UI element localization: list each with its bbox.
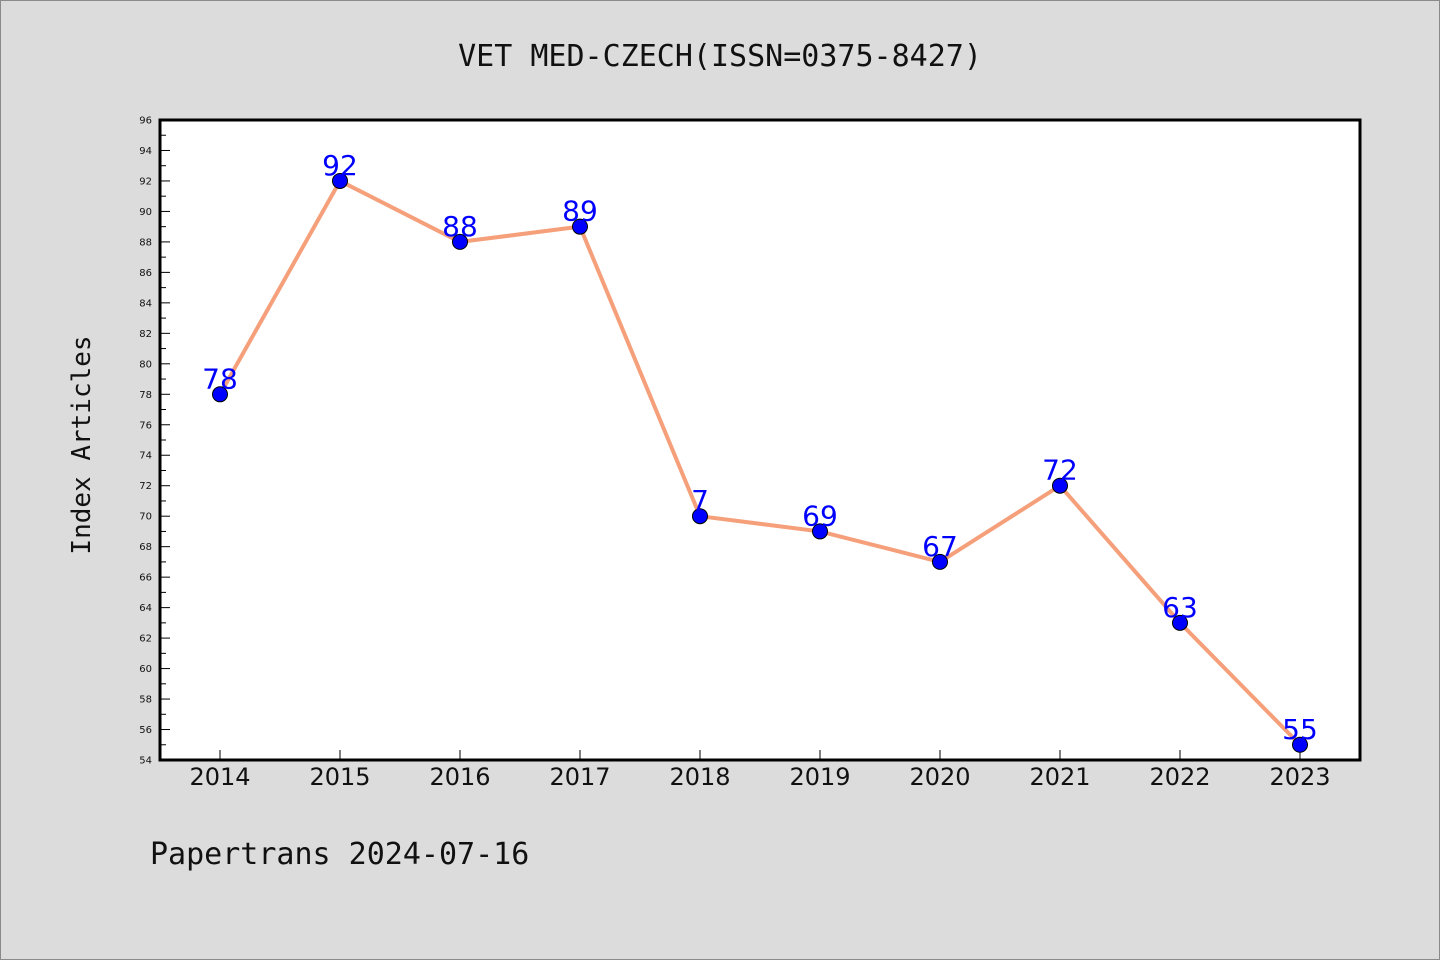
data-label: 72 (1042, 454, 1078, 487)
y-tick-label: 96 (139, 116, 152, 127)
data-labels: 78 92 88 89 7 69 67 72 63 55 (202, 149, 1318, 746)
footer-text: Papertrans 2024-07-16 (150, 837, 529, 872)
y-tick-label: 72 (139, 481, 152, 492)
x-tick-label: 2015 (309, 763, 370, 791)
y-tick-label: 94 (139, 146, 152, 157)
x-tick-label: 2014 (189, 763, 250, 791)
x-tick-label: 2016 (429, 763, 490, 791)
data-label: 88 (442, 210, 478, 243)
data-point (332, 172, 348, 189)
x-tick-label: 2022 (1149, 763, 1210, 791)
y-tick-label: 78 (139, 390, 152, 401)
data-label: 89 (562, 195, 598, 228)
data-point (212, 386, 228, 403)
y-tick-label: 92 (139, 176, 152, 187)
series-line (218, 178, 1302, 747)
data-point (932, 553, 948, 570)
y-tick-label: 86 (139, 268, 152, 279)
y-axis-ticks: 54 56 58 60 62 64 66 68 70 72 74 76 78 80 82 84 86 88 90 92… (139, 116, 170, 767)
y-tick-label: 66 (139, 573, 152, 584)
y-tick-label: 74 (139, 451, 152, 462)
y-tick-label: 84 (139, 298, 152, 309)
y-tick-label: 64 (139, 603, 152, 614)
y-tick-label: 60 (139, 664, 152, 675)
data-point (1292, 736, 1308, 753)
x-tick-label: 2020 (909, 763, 970, 791)
x-tick-label: 2019 (789, 763, 850, 791)
data-point (1172, 614, 1188, 631)
y-tick-label: 54 (139, 756, 152, 767)
y-tick-label: 70 (139, 512, 152, 523)
data-label: 63 (1162, 591, 1198, 624)
data-label: 67 (922, 530, 958, 563)
data-label: 55 (1282, 713, 1318, 746)
data-label: 92 (322, 149, 358, 182)
data-label: 78 (202, 362, 238, 395)
y-tick-label: 68 (139, 542, 152, 553)
y-axis-label: Index Articles (67, 335, 97, 554)
y-tick-label: 62 (139, 634, 152, 645)
y-tick-label: 88 (139, 237, 152, 248)
x-tick-label: 2023 (1269, 763, 1330, 791)
data-point (812, 523, 828, 540)
x-tick-label: 2017 (549, 763, 610, 791)
y-tick-label: 58 (139, 695, 152, 706)
y-tick-label: 80 (139, 359, 152, 370)
series-line-group (218, 178, 1302, 747)
x-tick-label: 2018 (669, 763, 730, 791)
chart-title: VET MED-CZECH(ISSN=0375-8427) (458, 39, 982, 74)
y-tick-label: 82 (139, 329, 152, 340)
data-label: 7 (691, 484, 709, 517)
y-tick-label: 56 (139, 725, 152, 736)
data-label: 69 (802, 499, 838, 532)
data-point (452, 233, 468, 250)
y-tick-label: 76 (139, 420, 152, 431)
data-point (572, 218, 588, 235)
x-axis-ticks: 2014 2015 2016 2017 2018 2019 2020 2021 2022 2023 (189, 750, 1331, 791)
data-point (692, 508, 708, 525)
series-markers (212, 172, 1308, 753)
plot-area (158, 118, 1362, 762)
y-tick-label: 90 (139, 207, 152, 218)
x-tick-label: 2021 (1029, 763, 1090, 791)
data-point (1052, 477, 1068, 494)
